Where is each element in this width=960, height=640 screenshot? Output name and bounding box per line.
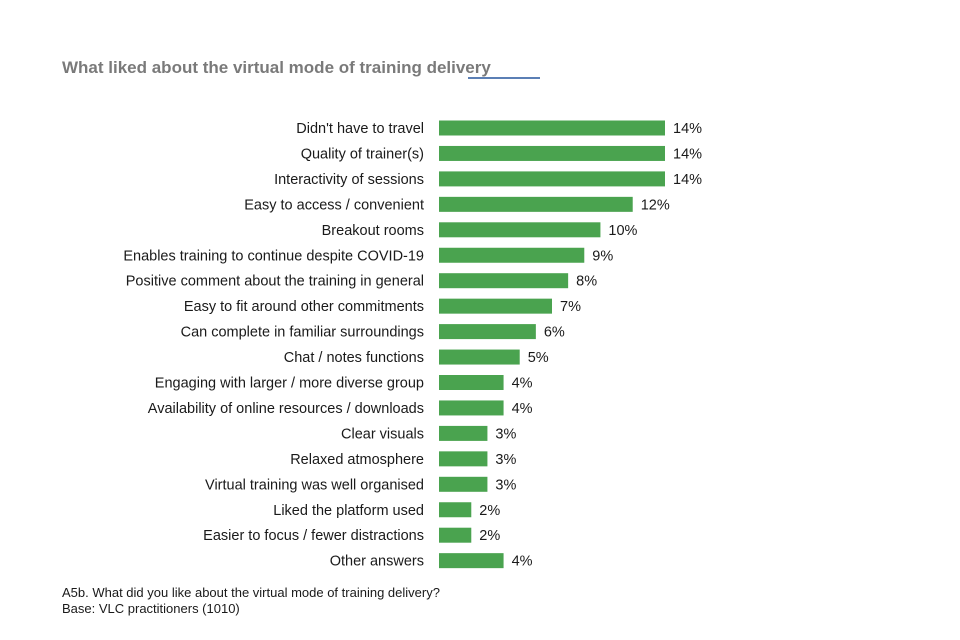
category-label: Other answers bbox=[330, 554, 424, 570]
data-label: 3% bbox=[495, 426, 516, 442]
category-label: Easy to access / convenient bbox=[244, 197, 424, 213]
category-label: Relaxed atmosphere bbox=[290, 452, 424, 468]
data-label: 4% bbox=[512, 554, 533, 570]
title-underline bbox=[468, 77, 540, 79]
category-label: Enables training to continue despite COV… bbox=[123, 248, 424, 264]
data-label: 14% bbox=[673, 146, 702, 162]
bar bbox=[439, 145, 665, 161]
bar bbox=[439, 400, 504, 416]
category-label: Engaging with larger / more diverse grou… bbox=[155, 376, 424, 392]
category-label: Didn't have to travel bbox=[296, 121, 424, 137]
data-label: 4% bbox=[512, 376, 533, 392]
data-label: 12% bbox=[641, 197, 670, 213]
bar bbox=[439, 553, 504, 569]
bar bbox=[439, 476, 488, 492]
category-label: Easy to fit around other commitments bbox=[184, 299, 424, 315]
data-label: 3% bbox=[495, 452, 516, 468]
data-label: 4% bbox=[512, 401, 533, 417]
bar bbox=[439, 222, 601, 238]
bar bbox=[439, 120, 665, 136]
category-label: Virtual training was well organised bbox=[205, 477, 424, 493]
data-label: 5% bbox=[528, 350, 549, 366]
category-label: Easier to focus / fewer distractions bbox=[203, 528, 424, 544]
bar bbox=[439, 273, 569, 289]
bar bbox=[439, 298, 552, 314]
footnote-base: Base: VLC practitioners (1010) bbox=[62, 601, 240, 616]
category-label: Liked the platform used bbox=[273, 503, 424, 519]
bar bbox=[439, 349, 520, 365]
category-label: Availability of online resources / downl… bbox=[148, 401, 424, 417]
data-label: 14% bbox=[673, 121, 702, 137]
bar bbox=[439, 502, 472, 518]
category-label: Chat / notes functions bbox=[284, 350, 424, 366]
bar bbox=[439, 171, 665, 187]
data-label: 9% bbox=[592, 248, 613, 264]
category-label: Can complete in familiar surroundings bbox=[181, 325, 424, 341]
category-label: Quality of trainer(s) bbox=[301, 146, 424, 162]
bar bbox=[439, 196, 633, 212]
bar bbox=[439, 247, 585, 263]
data-label: 8% bbox=[576, 274, 597, 290]
bar bbox=[439, 375, 504, 390]
bar bbox=[439, 425, 488, 441]
data-label: 10% bbox=[608, 223, 637, 239]
data-label: 2% bbox=[479, 528, 500, 544]
data-label: 3% bbox=[495, 477, 516, 493]
category-label: Interactivity of sessions bbox=[274, 172, 424, 188]
bar bbox=[439, 527, 472, 543]
chart-title: What liked about the virtual mode of tra… bbox=[62, 58, 491, 77]
category-label: Clear visuals bbox=[341, 426, 424, 442]
category-label: Breakout rooms bbox=[322, 223, 424, 239]
footnote-question: A5b. What did you like about the virtual… bbox=[62, 585, 440, 600]
category-label: Positive comment about the training in g… bbox=[126, 274, 424, 290]
data-label: 14% bbox=[673, 172, 702, 188]
bar bbox=[439, 451, 488, 467]
data-label: 7% bbox=[560, 299, 581, 315]
data-label: 6% bbox=[544, 325, 565, 341]
bar bbox=[439, 324, 536, 340]
data-label: 2% bbox=[479, 503, 500, 519]
